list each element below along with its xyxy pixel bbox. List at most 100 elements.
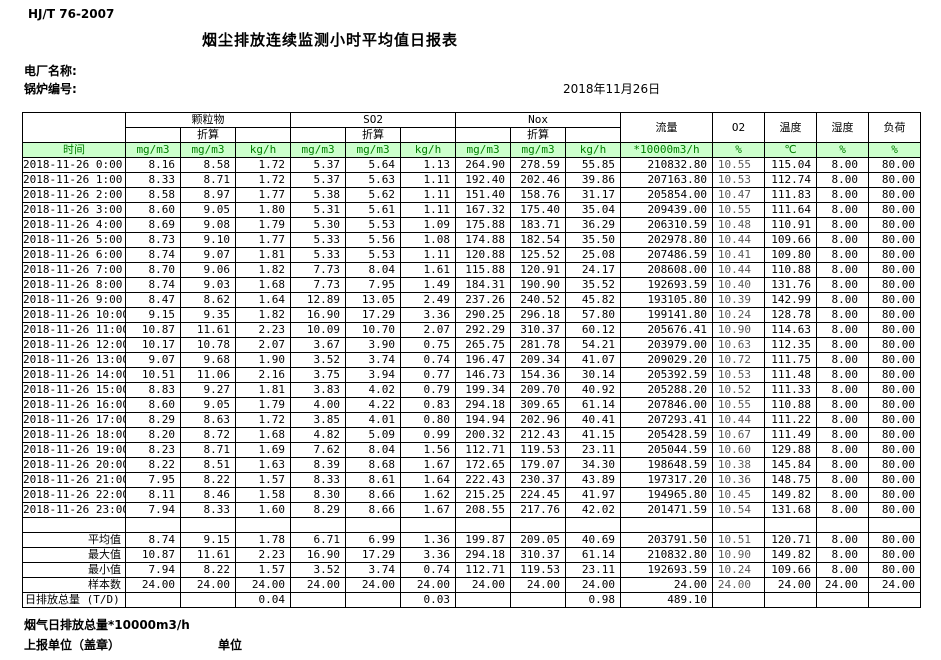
value-cell: 40.92 (565, 382, 622, 398)
time-cell: 2018-11-26 1:00 (22, 172, 126, 188)
value-cell: 80.00 (868, 202, 922, 218)
value-cell: 175.88 (455, 217, 512, 233)
value-cell: 142.99 (764, 292, 818, 308)
value-cell: 10.55 (712, 397, 766, 413)
value-cell: 202978.80 (620, 232, 714, 248)
value-cell: 183.71 (510, 217, 567, 233)
value-cell: 8.71 (180, 172, 236, 188)
value-cell: 35.04 (565, 202, 622, 218)
value-cell: 80.00 (868, 532, 922, 548)
value-cell: 0.80 (400, 412, 457, 428)
table-row: 2018-11-26 23:00 7.94 8.33 1.60 8.29 8.66 1.67… (22, 502, 922, 518)
value-cell: 8.63 (180, 412, 236, 428)
value-cell: 111.83 (764, 187, 818, 203)
blank-cell (234, 127, 292, 143)
value-cell: 8.00 (816, 202, 870, 218)
unit-header: mg/m3 (510, 142, 567, 158)
group-particulate: 颗粒物 (124, 112, 292, 128)
value-cell: 24.17 (565, 262, 622, 278)
value-cell: 8.29 (290, 502, 347, 518)
value-cell: 5.33 (290, 232, 347, 248)
blank-cell (125, 127, 181, 143)
value-cell: 209.34 (510, 352, 567, 368)
value-cell: 9.35 (180, 307, 236, 323)
value-cell: 80.00 (868, 277, 922, 293)
value-cell: 115.88 (455, 262, 512, 278)
value-cell: 3.75 (290, 367, 347, 383)
table-row: 2018-11-26 1:00 8.33 8.71 1.72 5.37 5.63 1.11 1… (22, 172, 922, 188)
table-row: 2018-11-26 2:00 8.58 8.97 1.77 5.38 5.62 1.11 1… (22, 187, 922, 203)
value-cell: 43.89 (565, 472, 622, 488)
value-cell: 8.20 (125, 427, 181, 443)
value-cell: 146.73 (455, 367, 512, 383)
value-cell: 1.72 (234, 412, 292, 428)
value-cell: 10.54 (712, 502, 766, 518)
value-cell: 41.07 (565, 352, 622, 368)
value-cell: 8.00 (816, 502, 870, 518)
value-cell: 5.37 (290, 157, 347, 173)
value-cell: 8.00 (816, 427, 870, 443)
value-cell: 9.08 (180, 217, 236, 233)
summary-row: 最大值 10.87 11.61 2.23 16.90 17.29 3.36 294.18 310… (22, 547, 922, 563)
value-cell: 3.36 (400, 547, 457, 563)
flue-gas-total-note: 烟气日排放总量*10000m3/h (24, 618, 190, 632)
value-cell: 210832.80 (620, 157, 714, 173)
value-cell: 24.00 (400, 577, 457, 593)
value-cell: 10.70 (345, 322, 402, 338)
value-cell: 9.27 (180, 382, 236, 398)
value-cell (712, 592, 766, 608)
value-cell: 8.71 (180, 442, 236, 458)
value-cell: 1.68 (234, 277, 292, 293)
time-cell: 2018-11-26 6:00 (22, 247, 126, 263)
value-cell: 240.52 (510, 292, 567, 308)
value-cell: 110.88 (764, 397, 818, 413)
value-cell: 8.74 (125, 247, 181, 263)
value-cell: 5.30 (290, 217, 347, 233)
value-cell: 8.61 (345, 472, 402, 488)
time-cell: 2018-11-26 20:00 (22, 457, 126, 473)
value-cell: 80.00 (868, 472, 922, 488)
value-cell: 194965.80 (620, 487, 714, 503)
value-cell: 115.04 (764, 157, 818, 173)
value-cell: 3.85 (290, 412, 347, 428)
value-cell: 1.80 (234, 202, 292, 218)
value-cell: 61.14 (565, 397, 622, 413)
header-temperature: 温度 (764, 112, 818, 143)
value-cell: 197317.20 (620, 472, 714, 488)
value-cell: 209.70 (510, 382, 567, 398)
value-cell: 35.52 (565, 277, 622, 293)
value-cell: 8.04 (345, 442, 402, 458)
blank-cell (565, 517, 622, 533)
value-cell: 5.33 (290, 247, 347, 263)
value-cell: 0.03 (400, 592, 457, 608)
value-cell (290, 592, 347, 608)
value-cell: 209439.00 (620, 202, 714, 218)
value-cell: 8.00 (816, 292, 870, 308)
value-cell: 205676.41 (620, 322, 714, 338)
converted-header-row: 折算 折算 折算 (23, 127, 921, 143)
value-cell: 40.41 (565, 412, 622, 428)
table-row: 2018-11-26 10:00 9.15 9.35 1.82 16.90 17.29 3.… (22, 307, 922, 323)
value-cell: 24.00 (125, 577, 181, 593)
value-cell: 7.62 (290, 442, 347, 458)
value-cell: 1.60 (234, 502, 292, 518)
header-load: 负荷 (868, 112, 922, 143)
value-cell: 80.00 (868, 457, 922, 473)
value-cell: 80.00 (868, 322, 922, 338)
value-cell: 80.00 (868, 427, 922, 443)
value-cell: 8.11 (125, 487, 181, 503)
value-cell: 6.99 (345, 532, 402, 548)
value-cell: 0.98 (565, 592, 622, 608)
summary-row: 最小值 7.94 8.22 1.57 3.52 3.74 0.74 112.71 119.53 2… (22, 562, 922, 578)
value-cell: 3.67 (290, 337, 347, 353)
value-cell: 175.40 (510, 202, 567, 218)
value-cell: 119.53 (510, 562, 567, 578)
value-cell: 24.00 (455, 577, 512, 593)
value-cell: 80.00 (868, 232, 922, 248)
unit-header: kg/h (400, 142, 457, 158)
value-cell: 1.77 (234, 187, 292, 203)
value-cell: 265.75 (455, 337, 512, 353)
time-cell: 2018-11-26 15:00 (22, 382, 126, 398)
value-cell: 10.44 (712, 232, 766, 248)
value-cell: 80.00 (868, 247, 922, 263)
